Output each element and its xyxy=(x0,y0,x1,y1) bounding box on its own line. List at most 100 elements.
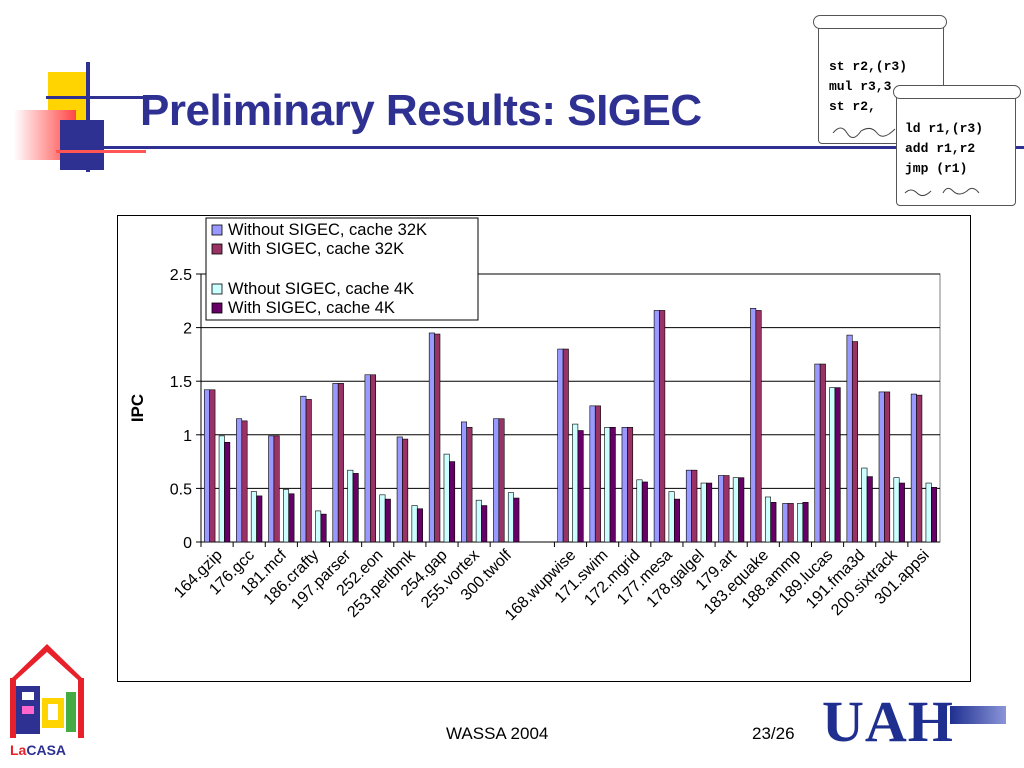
bar-179.art-series-2 xyxy=(723,475,730,543)
bar-178.galgel-series-1 xyxy=(685,469,692,543)
code-lines-2: ld r1,(r3) add r1,r2 jmp (r1) xyxy=(905,121,984,176)
bar-301.appsi-series-1 xyxy=(910,393,917,543)
bar-200.sixtrack-series-2 xyxy=(884,391,891,543)
legend-swatch-3 xyxy=(211,283,223,295)
y-tick-label: 0 xyxy=(183,535,192,552)
bar-176.gcc-series-2 xyxy=(241,420,248,543)
bar-172.mgrid-series-4 xyxy=(641,481,648,543)
ipc-bar-chart: 00.511.522.5IPC164.gzip176.gcc181.mcf186… xyxy=(128,217,941,624)
bar-252.eon-series-1 xyxy=(364,374,371,543)
code-scroll-2: ld r1,(r3) add r1,r2 jmp (r1) xyxy=(893,85,1021,206)
bar-186.crafty-series-1 xyxy=(300,395,307,543)
bar-168.wupwise-series-1 xyxy=(557,348,564,543)
bar-164.gzip-series-3 xyxy=(218,435,225,543)
bar-255.vortex-series-3 xyxy=(475,499,482,543)
bar-183.equake-series-4 xyxy=(770,502,777,543)
bar-254.gap-series-3 xyxy=(443,453,450,543)
bar-300.twolf-series-2 xyxy=(498,418,505,543)
bar-179.art-series-4 xyxy=(738,477,745,543)
bar-189.lucas-series-4 xyxy=(834,387,841,543)
uah-logo-text: UAH xyxy=(822,689,954,754)
title-rule xyxy=(100,146,1024,149)
bar-176.gcc-series-3 xyxy=(250,491,257,543)
bar-186.crafty-series-4 xyxy=(320,513,327,543)
bar-189.lucas-series-1 xyxy=(814,363,821,543)
bar-168.wupwise-series-4 xyxy=(577,430,584,543)
bar-188.ammp-series-4 xyxy=(802,502,809,543)
bar-191.fma3d-series-1 xyxy=(846,334,853,543)
bar-164.gzip-series-1 xyxy=(203,389,210,543)
bar-254.gap-series-2 xyxy=(434,333,441,543)
bar-255.vortex-series-1 xyxy=(461,421,468,543)
bar-178.galgel-series-2 xyxy=(691,469,698,543)
y-axis-label: IPC xyxy=(128,394,147,422)
bar-177.mesa-series-1 xyxy=(653,310,660,543)
bar-171.swim-series-4 xyxy=(609,426,616,543)
bar-183.equake-series-1 xyxy=(750,308,757,543)
bar-181.mcf-series-4 xyxy=(288,493,295,543)
chart-frame: 0 0.5 1 1.5 2 2.5 IPC 164.gzip 176.gcc 181.mcf 186… xyxy=(117,215,971,682)
signature-2 xyxy=(904,187,980,197)
bar-186.crafty-series-2 xyxy=(305,399,312,543)
bar-178.galgel-series-4 xyxy=(706,482,713,543)
bar-164.gzip-series-4 xyxy=(224,442,231,543)
bar-255.vortex-series-2 xyxy=(466,426,473,543)
bar-197.parser-series-1 xyxy=(332,383,339,543)
bar-301.appsi-series-3 xyxy=(925,482,932,543)
legend-entry-2: With SIGEC, cache 32K xyxy=(228,240,404,258)
uah-stripe xyxy=(950,706,1006,724)
bar-177.mesa-series-4 xyxy=(673,498,680,543)
bar-191.fma3d-series-2 xyxy=(851,341,858,543)
bar-301.appsi-series-2 xyxy=(916,394,923,543)
legend-swatch-4 xyxy=(211,302,223,314)
bar-181.mcf-series-3 xyxy=(283,489,290,543)
slide-title: Preliminary Results: SIGEC xyxy=(140,86,702,135)
bar-177.mesa-series-3 xyxy=(668,491,675,543)
y-tick-label: 2.5 xyxy=(170,267,192,284)
title-decoration xyxy=(0,0,146,180)
bar-179.art-series-3 xyxy=(732,477,739,543)
bar-172.mgrid-series-2 xyxy=(627,426,634,543)
bar-183.equake-series-2 xyxy=(755,310,762,543)
bar-200.sixtrack-series-1 xyxy=(878,391,885,543)
bar-171.swim-series-2 xyxy=(594,405,601,543)
bar-188.ammp-series-2 xyxy=(787,503,794,543)
bar-253.perlbmk-series-4 xyxy=(416,508,423,543)
legend-entry-3: Wthout SIGEC, cache 4K xyxy=(228,280,414,298)
bar-300.twolf-series-1 xyxy=(493,418,500,543)
y-tick-label: 1 xyxy=(183,428,192,445)
signature-1 xyxy=(832,127,896,138)
bar-197.parser-series-2 xyxy=(337,383,344,543)
bar-181.mcf-series-2 xyxy=(273,435,280,543)
code-lines-1: st r2,(r3) mul r3,3 st r2, xyxy=(829,59,908,114)
bar-176.gcc-series-4 xyxy=(256,495,263,543)
bar-300.twolf-series-3 xyxy=(507,492,514,543)
bar-254.gap-series-4 xyxy=(449,461,456,543)
footer-conference: WASSA 2004 xyxy=(446,724,549,743)
legend-entry-4: With SIGEC, cache 4K xyxy=(228,299,395,317)
bar-176.gcc-series-1 xyxy=(236,418,243,543)
y-tick-label: 2 xyxy=(183,321,192,338)
bar-253.perlbmk-series-3 xyxy=(411,505,418,543)
bar-164.gzip-series-2 xyxy=(209,389,216,543)
bar-254.gap-series-1 xyxy=(428,332,435,543)
bar-301.appsi-series-4 xyxy=(931,487,938,543)
bar-191.fma3d-series-3 xyxy=(861,467,868,543)
bar-252.eon-series-4 xyxy=(384,498,391,543)
bar-188.ammp-series-3 xyxy=(797,503,804,543)
bar-178.galgel-series-3 xyxy=(700,482,707,543)
bar-172.mgrid-series-3 xyxy=(636,479,643,543)
legend-swatch-1 xyxy=(211,224,223,236)
bar-171.swim-series-1 xyxy=(589,405,596,543)
bar-172.mgrid-series-1 xyxy=(621,426,628,543)
bar-181.mcf-series-1 xyxy=(268,435,275,543)
bar-183.equake-series-3 xyxy=(764,496,771,543)
bar-177.mesa-series-2 xyxy=(659,310,666,543)
lacasa-logo-text: LaCASA xyxy=(10,742,67,758)
bar-200.sixtrack-series-3 xyxy=(893,477,900,543)
bar-186.crafty-series-3 xyxy=(315,510,322,543)
bar-255.vortex-series-4 xyxy=(481,505,488,543)
bar-197.parser-series-4 xyxy=(352,473,359,543)
scroll-roll-top xyxy=(893,85,1021,99)
bar-252.eon-series-2 xyxy=(370,374,377,543)
